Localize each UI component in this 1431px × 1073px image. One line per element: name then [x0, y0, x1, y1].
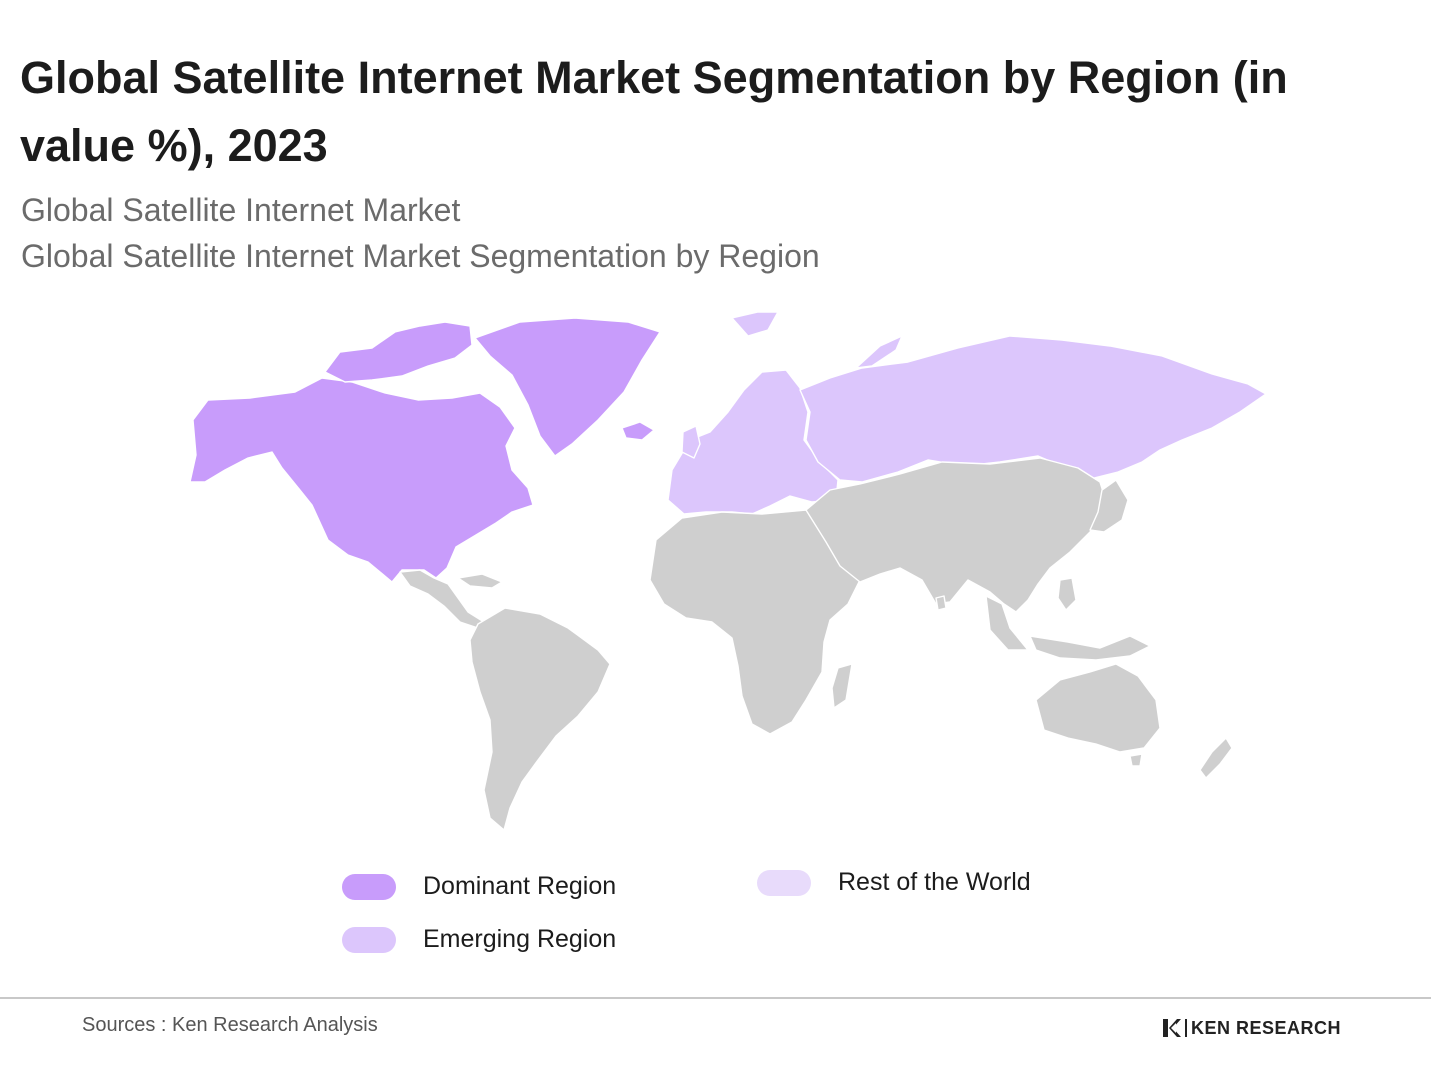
region-greenland	[474, 317, 661, 457]
region-novaya-zemlya	[855, 335, 903, 369]
footer-divider	[0, 997, 1431, 999]
source-note: Sources : Ken Research Analysis	[82, 1014, 378, 1036]
legend-swatch-dominant	[342, 873, 396, 900]
legend-item-dominant: Dominant Region	[342, 872, 616, 901]
region-iceland	[621, 421, 655, 441]
region-canada-arctic-islands	[324, 321, 473, 383]
region-philippines	[1057, 577, 1077, 611]
region-caribbean	[457, 573, 503, 589]
page-subtitle-segmentation: Global Satellite Internet Market Segment…	[21, 238, 820, 274]
region-japan	[1089, 479, 1129, 533]
region-africa	[649, 509, 861, 735]
region-russia	[799, 335, 1267, 483]
page-title: Global Satellite Internet Market Segment…	[20, 52, 1288, 171]
legend-item-emerging: Emerging Region	[342, 925, 616, 954]
region-svalbard	[731, 311, 779, 337]
legend-label-rest-of-world: Rest of the World	[838, 868, 1031, 896]
world-map	[189, 311, 1267, 831]
legend-label-dominant: Dominant Region	[423, 872, 617, 900]
region-new-zealand	[1199, 737, 1233, 779]
region-australia	[1035, 663, 1161, 753]
region-uk-ireland	[681, 425, 701, 459]
region-south-america	[469, 607, 611, 831]
brand-name: KEN RESEARCH	[1191, 1017, 1342, 1038]
region-sri-lanka	[935, 595, 947, 611]
region-madagascar	[831, 663, 853, 709]
region-tasmania	[1129, 753, 1143, 767]
legend-swatch-emerging	[342, 926, 396, 953]
brand-logo: KEN RESEARCH	[1160, 1017, 1341, 1039]
region-southeast-asia	[985, 595, 1029, 651]
page-subtitle-market: Global Satellite Internet Market	[21, 192, 461, 228]
legend-item-rest-of-world: Rest of the World	[757, 868, 1031, 897]
ken-research-logo-icon	[1163, 1019, 1181, 1037]
legend-swatch-rest-of-world	[757, 869, 811, 896]
region-indonesia	[1029, 635, 1151, 661]
region-asia	[805, 457, 1109, 613]
brand-separator	[1185, 1019, 1187, 1037]
region-north-america	[189, 377, 534, 583]
legend-label-emerging: Emerging Region	[423, 925, 617, 953]
